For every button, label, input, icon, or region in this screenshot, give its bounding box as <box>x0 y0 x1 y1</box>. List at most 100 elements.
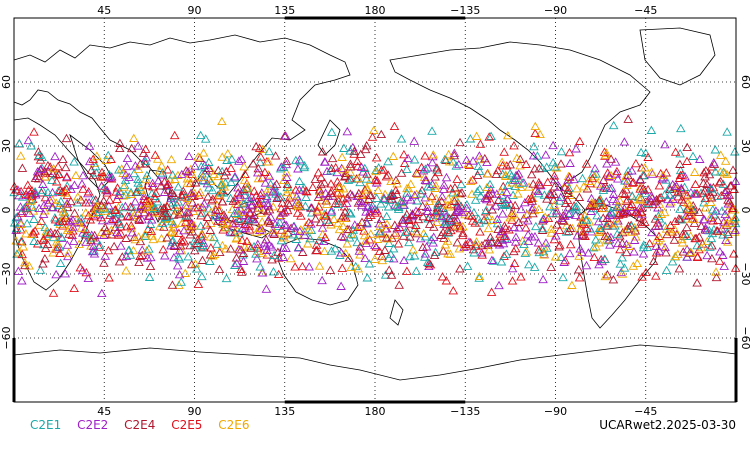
occultation-marker <box>76 195 86 204</box>
occultation-marker <box>39 166 50 176</box>
occultation-marker <box>659 190 670 199</box>
occultation-marker <box>163 179 174 189</box>
occultation-marker <box>642 196 653 206</box>
occultation-marker <box>375 221 386 231</box>
occultation-marker <box>449 193 460 202</box>
occultation-marker <box>661 265 672 275</box>
lon-tick-label-top: −135 <box>450 4 480 17</box>
occultation-marker <box>422 257 433 267</box>
occultation-marker <box>458 230 468 240</box>
occultation-marker <box>574 251 584 260</box>
occultation-marker <box>237 235 247 244</box>
occultation-marker <box>668 194 678 203</box>
occultation-marker <box>474 151 485 160</box>
occultation-marker <box>229 208 240 217</box>
occultation-marker <box>338 194 348 203</box>
occultation-marker <box>594 198 605 207</box>
occultation-marker <box>480 153 490 163</box>
occultation-marker <box>420 249 431 258</box>
occultation-marker <box>93 207 104 216</box>
occultation-marker <box>716 150 726 159</box>
occultation-marker <box>293 243 304 252</box>
occultation-marker <box>144 244 154 253</box>
occultation-marker <box>204 157 214 166</box>
occultation-marker <box>445 249 456 258</box>
occultation-marker <box>326 246 337 255</box>
occultation-marker <box>60 268 71 278</box>
occultation-marker <box>654 246 665 255</box>
occultation-marker <box>574 226 585 235</box>
occultation-marker <box>366 229 376 238</box>
occultation-marker <box>423 214 433 223</box>
occultation-marker <box>364 259 375 268</box>
lat-tick-label-left: 30 <box>0 139 13 153</box>
occultation-marker <box>662 229 672 239</box>
occultation-marker <box>517 178 528 187</box>
occultation-marker <box>333 218 343 227</box>
occultation-marker <box>166 154 177 164</box>
occultation-marker <box>587 173 598 183</box>
occultation-marker <box>627 199 637 208</box>
occultation-marker <box>21 203 32 213</box>
occultation-marker <box>354 188 364 198</box>
occultation-marker <box>722 190 733 199</box>
occultation-marker <box>125 202 136 211</box>
occultation-marker <box>623 114 633 123</box>
occultation-marker <box>371 165 381 175</box>
occultation-marker <box>92 151 102 160</box>
occultation-marker <box>465 176 476 186</box>
occultation-marker <box>109 241 119 251</box>
occultation-marker <box>702 236 713 246</box>
occultation-marker <box>671 181 682 190</box>
occultation-marker <box>577 173 588 183</box>
occultation-marker <box>88 154 98 163</box>
occultation-marker <box>468 156 478 165</box>
occultation-marker <box>317 147 328 156</box>
occultation-marker <box>636 207 646 216</box>
occultation-marker <box>502 194 513 203</box>
lat-tick-label-right: 30 <box>739 139 750 153</box>
occultation-marker <box>383 156 393 166</box>
occultation-marker <box>437 272 448 281</box>
occultation-marker <box>502 187 512 197</box>
occultation-marker <box>172 260 183 270</box>
occultation-marker <box>707 240 717 250</box>
occultation-marker <box>133 187 143 196</box>
occultation-marker <box>231 253 242 262</box>
occultation-marker <box>145 219 156 228</box>
occultation-marker <box>654 180 665 190</box>
occultation-marker <box>570 210 581 219</box>
occultation-marker <box>17 192 28 201</box>
occultation-marker <box>38 259 48 268</box>
occultation-marker <box>514 223 524 232</box>
occultation-marker <box>169 241 180 250</box>
occultation-marker <box>326 179 336 188</box>
occultation-marker <box>281 243 291 252</box>
occultation-marker <box>169 190 180 200</box>
occultation-marker <box>294 226 305 236</box>
lon-tick-label-bottom: −90 <box>544 405 567 418</box>
occultation-marker <box>670 216 680 226</box>
occultation-marker <box>127 227 138 237</box>
occultation-marker <box>89 203 99 213</box>
occultation-marker <box>570 202 580 212</box>
occultation-marker <box>217 179 227 188</box>
lat-tick-label-left: −60 <box>0 326 13 349</box>
occultation-marker <box>257 248 268 257</box>
occultation-marker <box>274 217 285 227</box>
occultation-marker <box>670 251 680 261</box>
occultation-marker <box>347 190 358 200</box>
occultation-marker <box>246 243 256 252</box>
occultation-marker <box>381 233 392 242</box>
occultation-marker <box>689 167 700 176</box>
occultation-marker <box>217 196 228 206</box>
occultation-marker <box>40 222 50 232</box>
occultation-marker <box>412 196 422 205</box>
occultation-marker <box>647 227 657 237</box>
occultation-marker <box>571 201 582 211</box>
occultation-marker <box>581 260 592 270</box>
occultation-marker <box>23 185 34 194</box>
occultation-marker <box>314 185 325 194</box>
occultation-marker <box>677 234 687 244</box>
occultation-marker <box>676 123 686 133</box>
